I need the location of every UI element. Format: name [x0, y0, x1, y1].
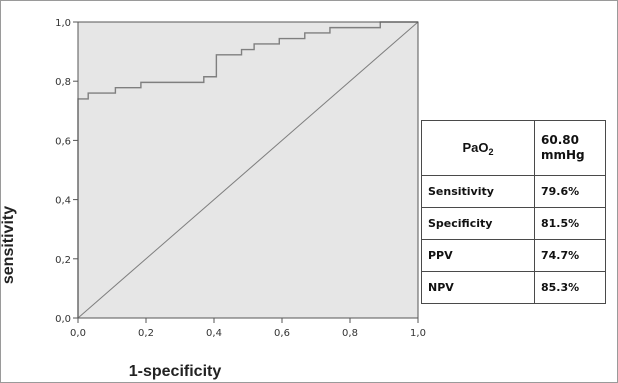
- stats-header-row: PaO2 60.80 mmHg: [421, 120, 606, 176]
- stat-label: Sensitivity: [421, 175, 535, 208]
- y-tick-label: 1,0: [55, 18, 71, 29]
- y-tick-label: 0,4: [55, 196, 71, 207]
- stat-value: 79.6%: [534, 175, 606, 208]
- stat-label: PPV: [421, 239, 535, 272]
- x-axis-title: 1-specificity: [129, 363, 222, 380]
- stat-value: 81.5%: [534, 207, 606, 240]
- x-tick-label: 0,8: [342, 328, 358, 339]
- x-tick-label: 0,6: [274, 328, 290, 339]
- y-axis-title: sensitivity: [0, 206, 17, 284]
- x-tick-label: 0,4: [206, 328, 222, 339]
- stat-value: 74.7%: [534, 239, 606, 272]
- stats-row-ppv: PPV 74.7%: [421, 239, 606, 272]
- y-tick-label: 0,0: [55, 314, 71, 325]
- roc-curve: [77, 21, 418, 318]
- y-tick-label: 0,2: [55, 255, 71, 266]
- x-tick-label: 0,0: [70, 328, 86, 339]
- stats-row-specificity: Specificity 81.5%: [421, 207, 606, 240]
- plot-border: [77, 21, 419, 319]
- stat-label: Specificity: [421, 207, 535, 240]
- threshold-value: 60.80 mmHg: [534, 120, 606, 176]
- stats-row-sensitivity: Sensitivity 79.6%: [421, 175, 606, 208]
- stat-label: NPV: [421, 271, 535, 304]
- y-tick-label: 0,8: [55, 77, 71, 88]
- stats-table: PaO2 60.80 mmHg Sensitivity 79.6% Specifi…: [421, 120, 606, 304]
- x-tick-label: 1,0: [410, 328, 426, 339]
- y-tick-label: 0,6: [55, 136, 71, 147]
- stats-row-npv: NPV 85.3%: [421, 271, 606, 304]
- stat-value: 85.3%: [534, 271, 606, 304]
- reference-diagonal: [77, 21, 419, 319]
- threshold-label: PaO2: [421, 120, 535, 176]
- x-tick-label: 0,2: [138, 328, 154, 339]
